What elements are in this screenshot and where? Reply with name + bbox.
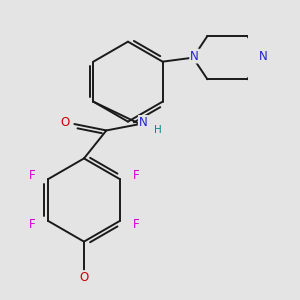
Text: N: N (259, 50, 268, 63)
Text: N: N (139, 116, 148, 129)
Text: H: H (154, 125, 161, 135)
Text: F: F (29, 218, 35, 231)
Text: O: O (80, 271, 88, 284)
Text: F: F (29, 169, 35, 182)
Text: F: F (133, 218, 139, 231)
Text: O: O (60, 116, 69, 129)
Text: F: F (133, 169, 139, 182)
Text: N: N (190, 50, 199, 63)
